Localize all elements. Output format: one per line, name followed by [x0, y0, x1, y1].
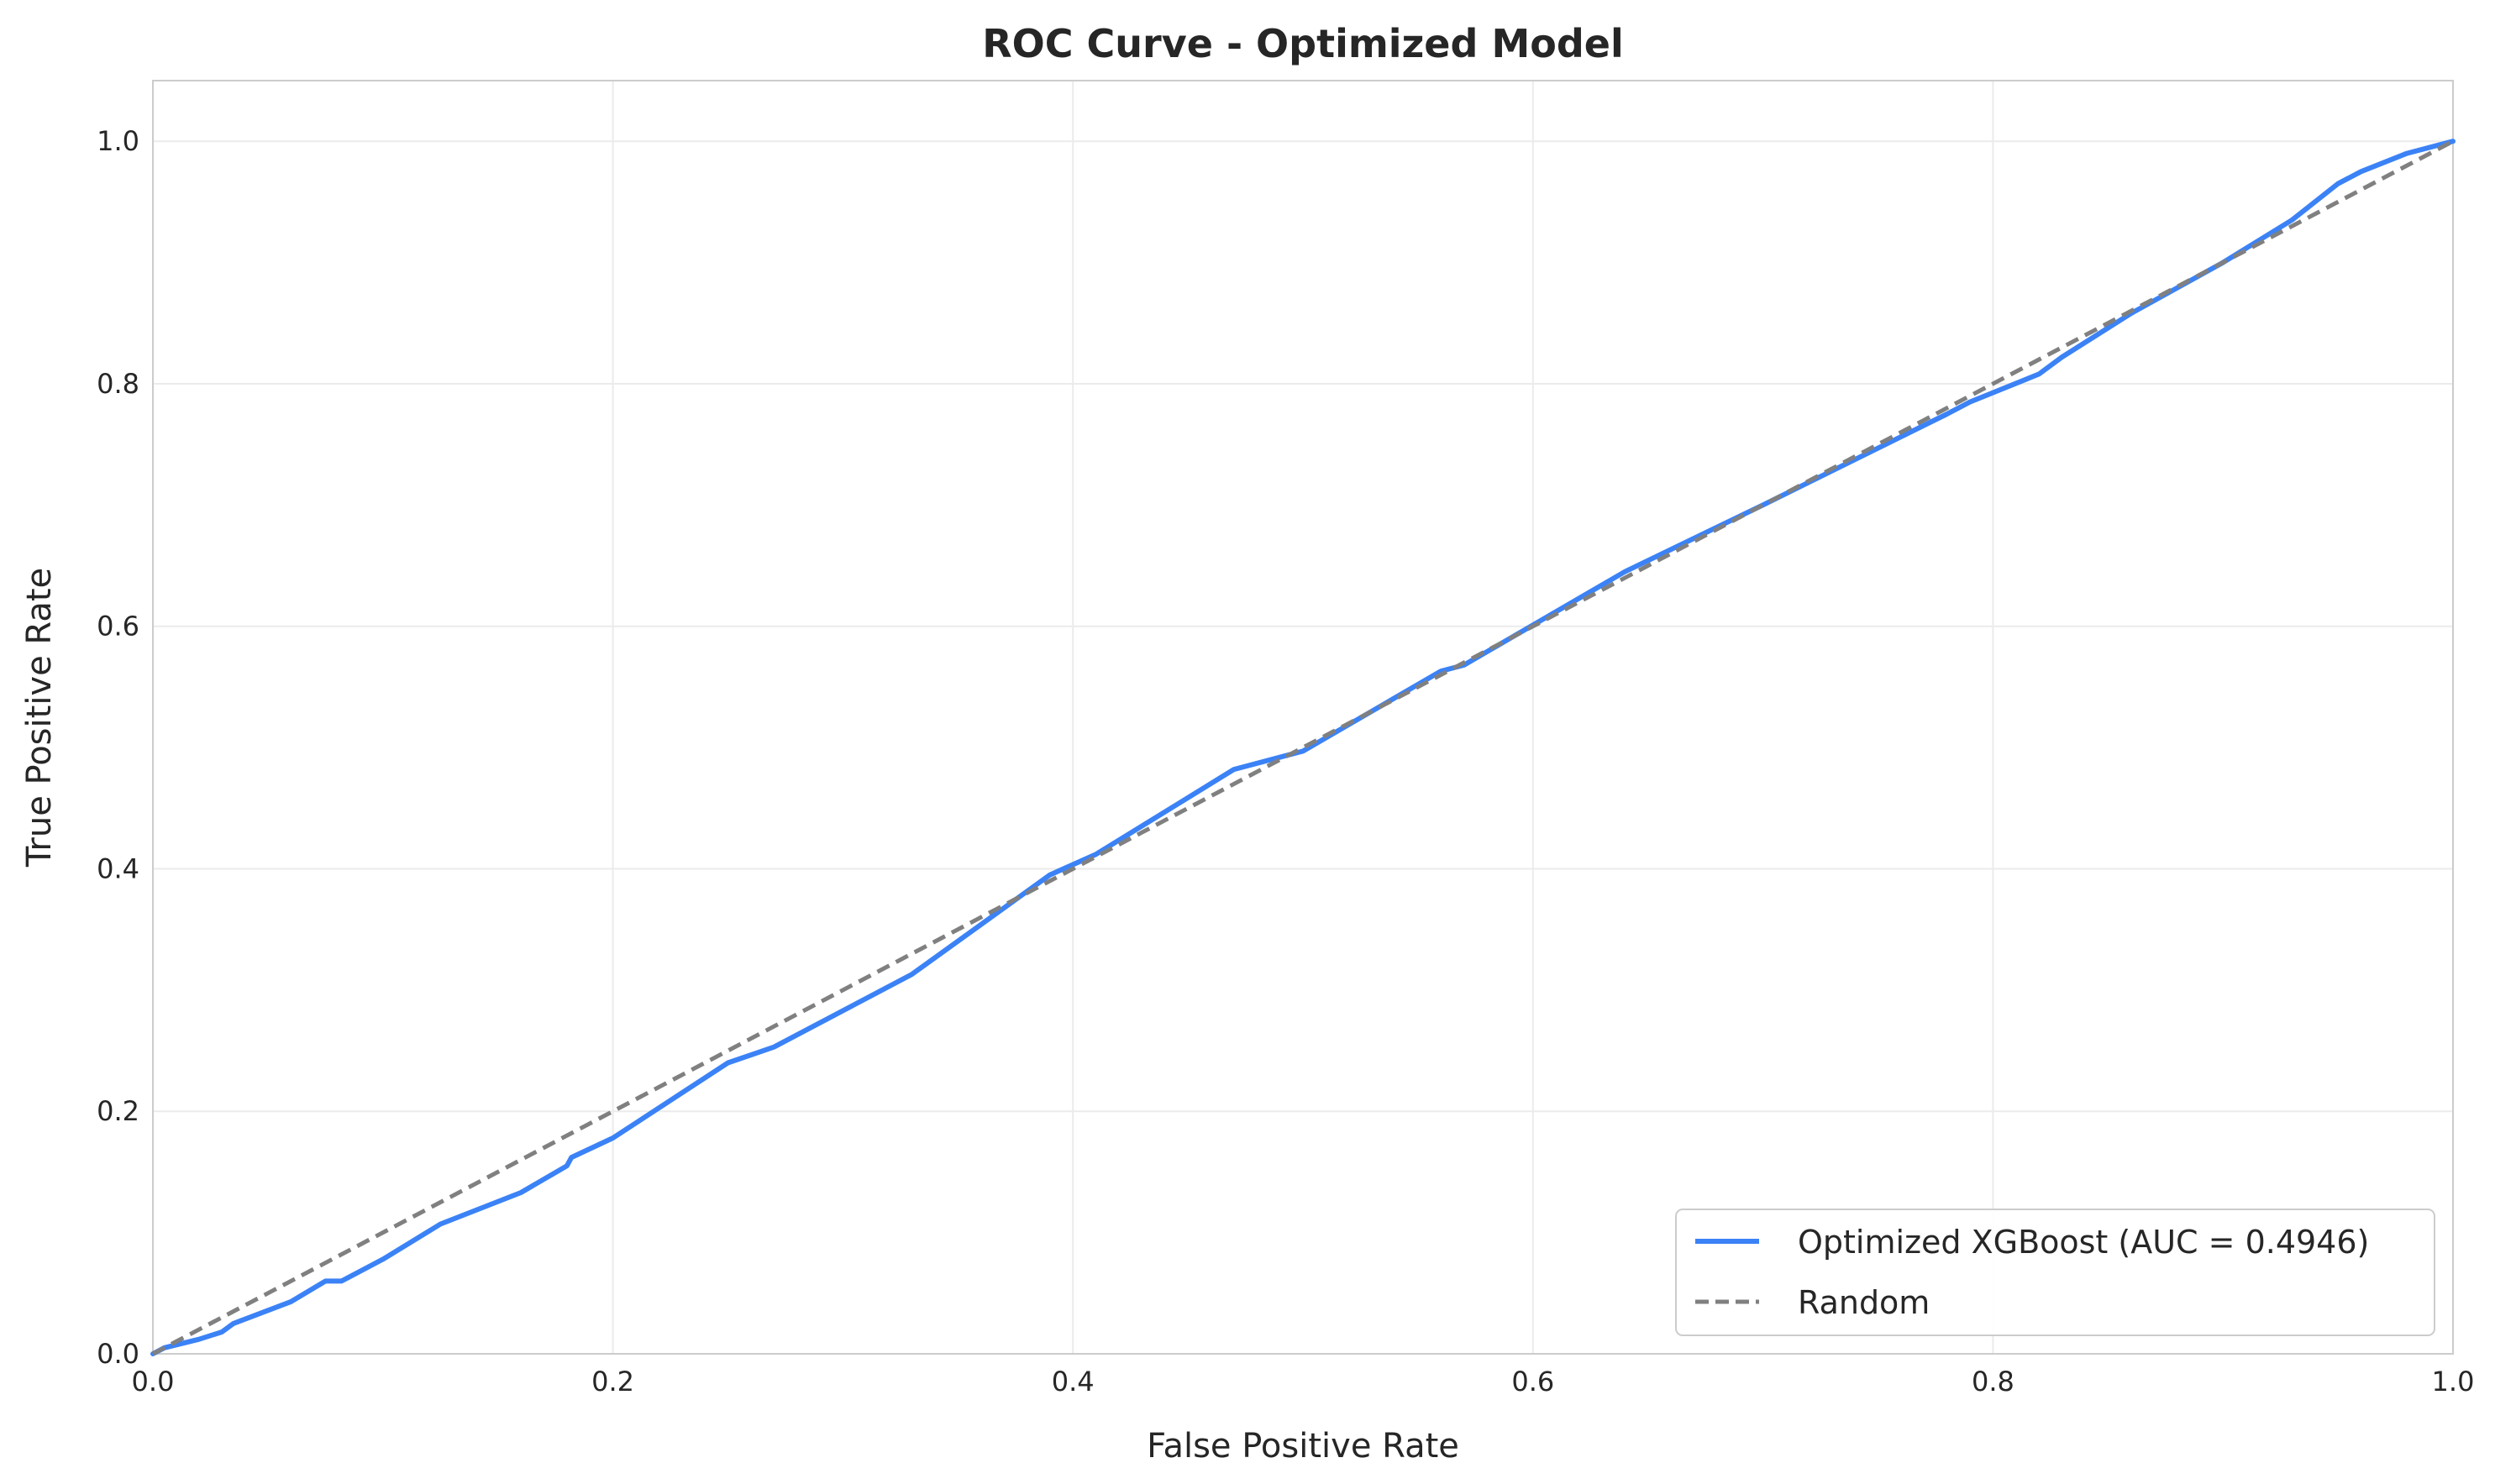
chart-title: ROC Curve - Optimized Model — [982, 21, 1623, 66]
legend: Optimized XGBoost (AUC = 0.4946) Random — [1675, 1209, 2435, 1336]
legend-label-random: Random — [1798, 1284, 1930, 1321]
y-tick-label: 0.2 — [97, 1095, 139, 1127]
x-tick-label: 0.8 — [1972, 1366, 2014, 1397]
series-layer — [150, 139, 2456, 1356]
x-tick-label: 0.4 — [1052, 1366, 1095, 1397]
legend-box — [1675, 1209, 2435, 1336]
y-tick-label: 1.0 — [97, 125, 139, 157]
plot-area-border — [152, 80, 2454, 1355]
legend-label-optimized-xgboost: Optimized XGBoost (AUC = 0.4946) — [1798, 1224, 2369, 1261]
y-tick-label: 0.0 — [97, 1338, 139, 1370]
series-line-random — [151, 139, 2455, 1356]
x-tick-label: 0.6 — [1511, 1366, 1554, 1397]
y-tick-label: 0.8 — [97, 368, 139, 400]
y-tick-label: 0.4 — [97, 852, 139, 884]
y-tick-label: 0.6 — [97, 611, 139, 642]
x-tick-label: 1.0 — [2432, 1366, 2475, 1397]
y-axis-label: True Positive Rate — [20, 568, 59, 868]
x-tick-label: 0.2 — [591, 1366, 634, 1397]
x-tick-label: 0.0 — [132, 1366, 175, 1397]
tick-labels: 0.0 0.2 0.4 0.6 0.8 1.0 0.0 0.2 0.4 0.6 0.8 1.0 — [97, 125, 2474, 1397]
x-axis-label: False Positive Rate — [1147, 1427, 1459, 1466]
